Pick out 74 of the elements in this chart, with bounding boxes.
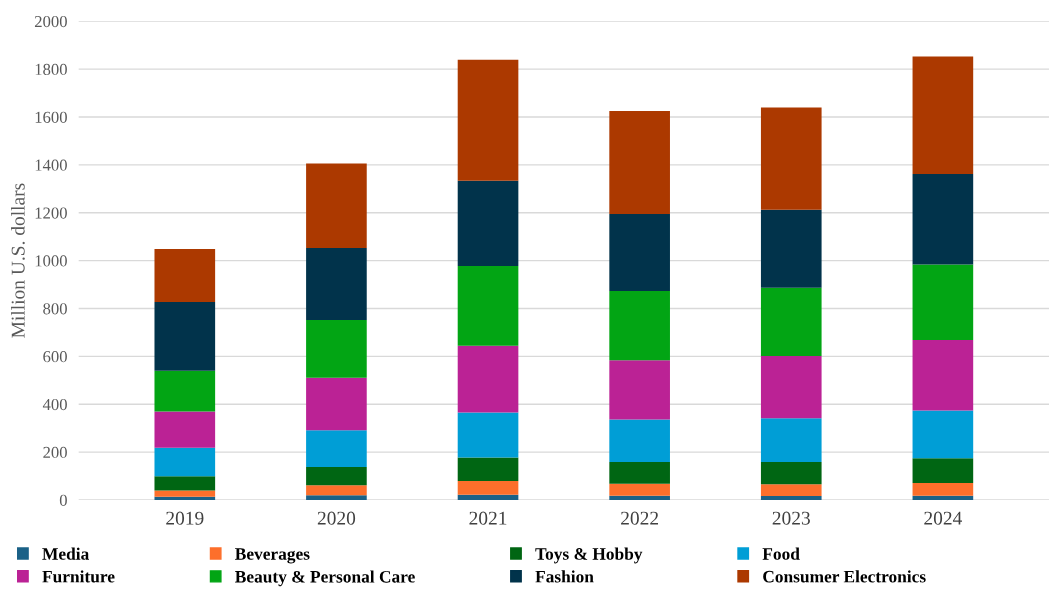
bar	[306, 247, 367, 320]
bar	[306, 163, 367, 248]
y-axis-title: Million U.S. dollars	[11, 183, 25, 338]
bar	[457, 266, 519, 346]
bar	[609, 461, 670, 484]
bar	[609, 290, 670, 361]
bar	[912, 458, 974, 483]
bar	[760, 495, 822, 500]
bar	[457, 59, 519, 181]
legend-label: Beauty & Personal Care	[235, 570, 415, 587]
x-tick-label: 2023	[772, 511, 810, 525]
bar	[306, 377, 367, 431]
bar	[609, 213, 670, 291]
bar	[457, 481, 519, 495]
bar	[912, 173, 974, 265]
bar	[609, 483, 670, 496]
y-tick-label: 800	[43, 303, 67, 315]
y-tick-label: 600	[43, 351, 67, 363]
bar	[457, 180, 519, 267]
y-tick-label: 1800	[35, 63, 67, 76]
legend-label: Media	[42, 547, 89, 560]
x-tick-label: 2019	[166, 511, 204, 525]
bar	[912, 264, 974, 341]
bar	[760, 461, 822, 485]
bar	[306, 430, 367, 467]
bar	[154, 490, 216, 497]
bar	[154, 370, 216, 412]
y-tick-label: 1000	[35, 255, 67, 267]
bar	[457, 494, 519, 500]
bar	[306, 319, 367, 378]
x-tick-label: 2022	[621, 511, 659, 525]
legend-label: Furniture	[42, 570, 115, 583]
bar	[154, 301, 216, 371]
bar	[609, 360, 670, 420]
bar	[760, 287, 822, 357]
y-tick-label: 0	[59, 494, 67, 506]
bar	[154, 476, 216, 491]
bar	[912, 410, 974, 459]
x-tick-label: 2021	[469, 511, 507, 525]
legend-label: Beverages	[235, 548, 310, 564]
legend-label: Fashion	[535, 570, 594, 583]
y-tick-label: 1600	[35, 111, 67, 123]
bar	[609, 495, 670, 500]
bar	[912, 340, 974, 411]
bar	[760, 418, 822, 462]
bar	[457, 457, 519, 482]
bar	[760, 356, 822, 419]
bar	[306, 466, 367, 486]
bar	[306, 495, 367, 500]
bar	[609, 110, 670, 214]
bar	[760, 107, 822, 210]
bar	[912, 482, 974, 496]
y-tick-label: 200	[43, 446, 67, 459]
bar	[912, 495, 974, 500]
y-tick-label: 1400	[35, 159, 67, 171]
bar	[306, 485, 367, 496]
bar	[154, 496, 216, 500]
bar	[457, 345, 519, 413]
legend-label: Consumer Electronics	[763, 570, 926, 583]
bar	[154, 249, 216, 302]
y-tick-label: 2000	[34, 15, 67, 28]
bar	[154, 447, 216, 477]
bar	[760, 484, 822, 496]
y-tick-label: 1200	[35, 207, 67, 219]
legend-label: Food	[762, 547, 800, 560]
y-tick-label: 400	[42, 398, 67, 411]
legend-label: Toys & Hobby	[535, 547, 643, 564]
x-tick-label: 2024	[924, 511, 963, 525]
bar	[154, 411, 216, 448]
bar	[760, 209, 822, 288]
bar	[912, 56, 974, 174]
x-tick-label: 2020	[317, 511, 356, 525]
bar	[609, 419, 670, 462]
bar	[457, 412, 519, 458]
